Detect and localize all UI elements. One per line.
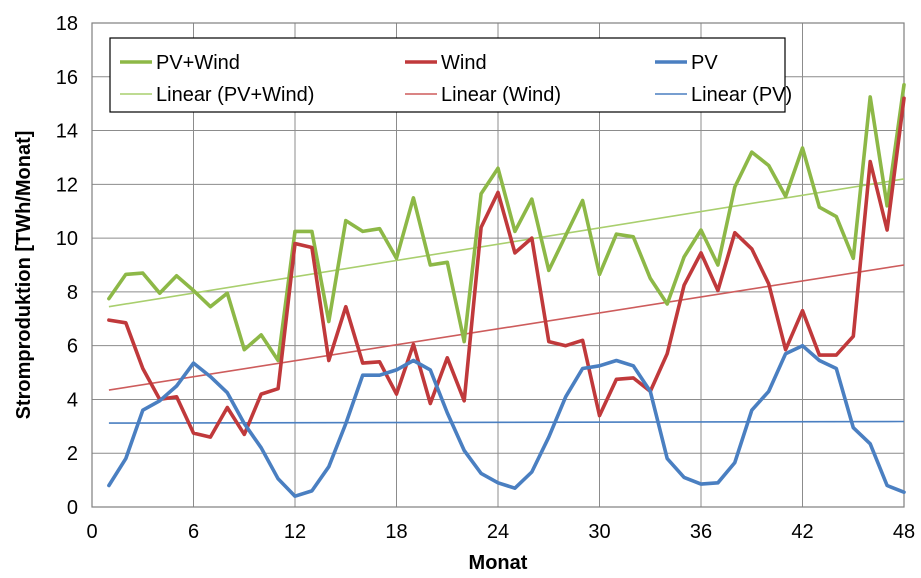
series-lines: [107, 83, 906, 499]
legend-label-linear-wind: Linear (Wind): [441, 84, 561, 106]
legend-label-pv: PV: [691, 52, 718, 74]
y-tick-label: 18: [56, 13, 78, 35]
x-tick-label: 6: [188, 521, 199, 543]
x-tick-label: 12: [284, 521, 306, 543]
x-axis-title: Monat: [469, 552, 528, 574]
trend-lines: [108, 178, 905, 424]
y-tick-label: 0: [67, 497, 78, 519]
x-tick-label: 0: [86, 521, 97, 543]
x-tick-label: 30: [588, 521, 610, 543]
x-tick-label: 48: [893, 521, 915, 543]
y-tick-label: 2: [67, 443, 78, 465]
x-tick-label: 42: [791, 521, 813, 543]
legend: PV+Wind Wind PV Linear (PV+Wind) Linear (Win…: [109, 37, 792, 113]
series-linear-pv: [108, 420, 905, 424]
y-tick-label: 8: [67, 282, 78, 304]
legend-label-linear-pv-wind: Linear (PV+Wind): [156, 84, 314, 106]
y-axis-title: Stromproduktion [TWh/Monat]: [13, 131, 35, 420]
series-linear-pv-wind: [108, 178, 905, 308]
legend-box: [109, 37, 786, 113]
y-tick-label: 10: [56, 228, 78, 250]
x-tick-label: 36: [690, 521, 712, 543]
x-tick-label: 24: [487, 521, 509, 543]
series-pv: [107, 343, 906, 499]
y-tick-label: 16: [56, 67, 78, 89]
series-wind: [107, 96, 906, 439]
legend-label-linear-pv: Linear (PV): [691, 84, 792, 106]
y-tick-label: 4: [67, 389, 78, 411]
y-tick-label: 6: [67, 336, 78, 358]
series-linear-wind: [108, 264, 905, 391]
legend-label-pv-wind: PV+Wind: [156, 52, 240, 74]
x-tick-label: 18: [385, 521, 407, 543]
y-tick-label: 12: [56, 174, 78, 196]
legend-label-wind: Wind: [441, 52, 487, 74]
y-tick-label: 14: [56, 121, 78, 143]
series-pv-wind: [107, 83, 906, 363]
x-axis-ticks: 0 6 12 18 24 30 36 42 48: [86, 521, 915, 543]
y-axis-ticks: 0 2 4 6 8 10 12 14 16 18: [56, 13, 78, 519]
